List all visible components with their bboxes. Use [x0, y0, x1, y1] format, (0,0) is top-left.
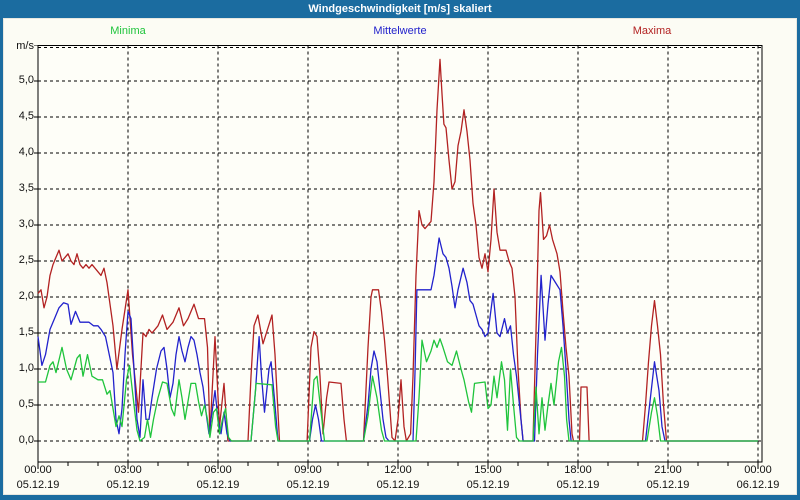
x-tick-time-label: 18:00: [564, 464, 592, 476]
y-tick-label: 4,0: [18, 146, 34, 158]
y-tick-label: 0,0: [18, 434, 34, 446]
window-title: Windgeschwindigkeit [m/s] skaliert: [308, 3, 492, 15]
y-tick-label: 2,0: [18, 290, 34, 302]
series-line-mittelwerte: [37, 237, 758, 442]
x-tick-date-label: 05.12.19: [556, 479, 600, 491]
x-tick-date-label: 06.12.19: [736, 479, 780, 491]
x-tick-date-label: 05.12.19: [466, 479, 510, 491]
y-tick-label: 4,5: [18, 110, 34, 122]
legend-item-mittelwerte: Mittelwerte: [373, 25, 427, 37]
x-tick-time-label: 21:00: [654, 464, 682, 476]
x-tick-date-label: 05.12.19: [646, 479, 690, 491]
y-tick-label: 1,0: [18, 362, 34, 374]
x-tick-time-label: 12:00: [384, 464, 412, 476]
x-tick-date-label: 05.12.19: [376, 479, 420, 491]
plot-border: [37, 45, 763, 463]
y-tick-label: 1,5: [18, 326, 34, 338]
y-tick-label: 3,0: [18, 218, 34, 230]
x-tick-time-label: 15:00: [474, 464, 502, 476]
x-tick-time-label: 00:00: [24, 464, 52, 476]
legend-item-minima: Minima: [110, 25, 146, 37]
y-tick-label: 0,5: [18, 398, 34, 410]
wind-speed-line-chart: [34, 45, 763, 469]
window-title-bar: Windgeschwindigkeit [m/s] skaliert: [0, 0, 800, 18]
x-tick-time-label: 00:00: [744, 464, 772, 476]
x-tick-time-label: 03:00: [114, 464, 142, 476]
y-axis-unit-label: m/s: [16, 40, 34, 52]
x-tick-date-label: 05.12.19: [286, 479, 330, 491]
y-tick-label: 5,0: [18, 74, 34, 86]
series-line-maxima: [37, 58, 758, 442]
y-tick-label: 2,5: [18, 254, 34, 266]
x-tick-date-label: 05.12.19: [106, 479, 150, 491]
x-tick-date-label: 05.12.19: [16, 479, 60, 491]
x-tick-time-label: 06:00: [204, 464, 232, 476]
x-tick-date-label: 05.12.19: [196, 479, 240, 491]
x-tick-time-label: 09:00: [294, 464, 322, 476]
legend-item-maxima: Maxima: [632, 25, 672, 37]
series-line-minima: [38, 338, 758, 442]
y-tick-label: 3,5: [18, 182, 34, 194]
